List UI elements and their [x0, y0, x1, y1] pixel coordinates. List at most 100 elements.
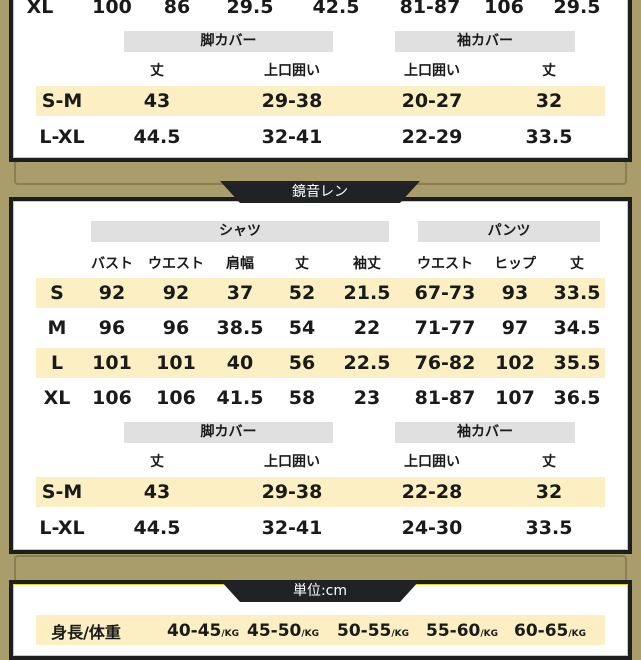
table-cell: 23: [353, 387, 381, 409]
weight-range-value: 40-45: [166, 621, 222, 641]
highlight-row-band: [36, 348, 605, 378]
table-cell: 44.5: [133, 126, 181, 148]
section-tab-unit: 単位:cm: [220, 580, 420, 602]
row-label: L: [50, 352, 64, 374]
column-header: ヒップ: [494, 256, 536, 272]
column-header: 丈: [150, 63, 164, 79]
kg-unit: /KG: [480, 629, 499, 639]
table-cell: 29-38: [261, 481, 323, 503]
table-cell: 92: [162, 282, 190, 304]
table-cell: 67-73: [414, 282, 476, 304]
table-cell: 36.5: [553, 387, 601, 409]
table-cell: 97: [501, 317, 529, 339]
table-cell: 38.5: [216, 317, 264, 339]
table-cell: 29-38: [261, 90, 323, 112]
height-weight-band: [36, 615, 605, 645]
sleeve-cover-header: 袖カバー: [395, 422, 575, 443]
decorative-frame: [14, 555, 627, 583]
table-cell: XL: [26, 0, 54, 18]
column-header: バスト: [91, 256, 133, 272]
pants-header: パンツ: [418, 221, 600, 242]
table-cell: 81-87: [399, 0, 461, 18]
weight-range: 40-45/KG: [167, 621, 239, 641]
table-cell: 32: [535, 90, 563, 112]
table-cell: 101: [156, 352, 196, 374]
row-label: S-M: [41, 90, 83, 112]
table-cell: 33.5: [525, 126, 573, 148]
table-cell: 43: [143, 481, 171, 503]
row-label: S: [50, 282, 64, 304]
leg-cover-header: 脚カバー: [124, 422, 333, 443]
column-header: 上口囲い: [264, 63, 320, 79]
table-cell: 96: [162, 317, 190, 339]
row-label: L-XL: [39, 126, 85, 148]
table-cell: 33.5: [553, 282, 601, 304]
row-label: L-XL: [39, 517, 85, 539]
kg-unit: /KG: [568, 629, 587, 639]
row-label: XL: [43, 387, 71, 409]
highlight-row-band: [36, 278, 605, 308]
table-cell: 107: [495, 387, 535, 409]
table-cell: 22-29: [401, 126, 463, 148]
table-cell: 37: [226, 282, 254, 304]
table-cell: 32-41: [261, 517, 323, 539]
table-cell: 44.5: [133, 517, 181, 539]
table-cell: 96: [98, 317, 126, 339]
table-cell: 24-30: [401, 517, 463, 539]
sleeve-cover-header: 袖カバー: [395, 31, 575, 52]
table-cell: 43: [143, 90, 171, 112]
column-header: ウエスト: [148, 256, 204, 272]
table-cell: 92: [98, 282, 126, 304]
table-cell: 35.5: [553, 352, 601, 374]
column-header: 上口囲い: [404, 63, 460, 79]
table-cell: 34.5: [553, 317, 601, 339]
column-header: 丈: [150, 454, 164, 470]
table-cell: 106: [484, 0, 524, 18]
row-label: S-M: [41, 481, 83, 503]
column-header: 丈: [542, 454, 556, 470]
table-cell: 86: [163, 0, 191, 18]
weight-range-value: 60-65: [513, 621, 569, 641]
table-cell: 93: [501, 282, 529, 304]
kg-unit: /KG: [391, 629, 410, 639]
weight-range-value: 50-55: [336, 621, 392, 641]
column-header: 上口囲い: [264, 454, 320, 470]
table-cell: 42.5: [312, 0, 360, 18]
row-label: M: [47, 317, 67, 339]
weight-range-value: 55-60: [425, 621, 481, 641]
table-cell: 100: [92, 0, 132, 18]
table-cell: 32: [535, 481, 563, 503]
weight-range-value: 45-50: [246, 621, 302, 641]
table-cell: 106: [92, 387, 132, 409]
column-header: 丈: [295, 256, 309, 272]
leg-cover-header: 脚カバー: [124, 31, 333, 52]
weight-range: 45-50/KG: [247, 621, 319, 641]
table-cell: 22: [353, 317, 381, 339]
table-cell: 29.5: [553, 0, 601, 18]
weight-range: 50-55/KG: [337, 621, 409, 641]
table-cell: 56: [288, 352, 316, 374]
table-cell: 101: [92, 352, 132, 374]
column-header: 丈: [542, 63, 556, 79]
weight-range: 55-60/KG: [426, 621, 498, 641]
highlight-row-band: [36, 477, 605, 507]
table-cell: 20-27: [401, 90, 463, 112]
column-header: 袖丈: [353, 256, 381, 272]
shirt-header: シャツ: [91, 221, 389, 242]
table-cell: 71-77: [414, 317, 476, 339]
table-cell: 58: [288, 387, 316, 409]
table-cell: 22-28: [401, 481, 463, 503]
height-weight-label: 身長/体重: [51, 623, 121, 642]
column-header: 上口囲い: [404, 454, 460, 470]
table-cell: 40: [226, 352, 254, 374]
table-cell: 81-87: [414, 387, 476, 409]
table-cell: 76-82: [414, 352, 476, 374]
table-cell: 52: [288, 282, 316, 304]
weight-range: 60-65/KG: [514, 621, 586, 641]
table-cell: 29.5: [226, 0, 274, 18]
kg-unit: /KG: [221, 629, 240, 639]
table-cell: 21.5: [343, 282, 391, 304]
table-cell: 33.5: [525, 517, 573, 539]
table-cell: 102: [495, 352, 535, 374]
top-size-panel: [9, 0, 632, 162]
